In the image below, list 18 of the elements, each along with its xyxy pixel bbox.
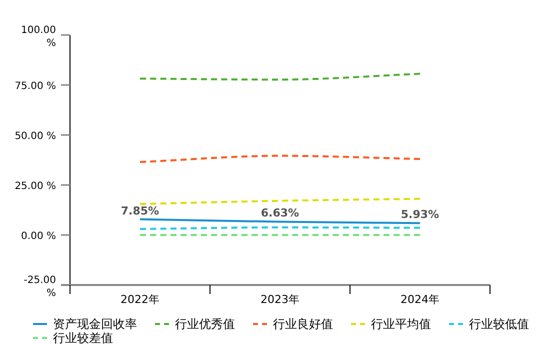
x-tick-label: 2022年 — [120, 293, 160, 306]
legend-label: 行业平均值 — [371, 317, 431, 331]
y-tick-label: 25.00 % — [14, 181, 56, 192]
legend-label: 行业优秀值 — [175, 317, 235, 331]
y-tick-label: 50.00 % — [14, 131, 56, 142]
legend-label: 行业较差值 — [53, 331, 113, 345]
y-tick-label: -25.00 % — [24, 275, 56, 299]
y-tick-label: 75.00 % — [14, 81, 56, 92]
legend-label: 行业较低值 — [469, 317, 529, 331]
data-label: 5.93% — [400, 208, 440, 222]
x-tick-label: 2024年 — [400, 293, 440, 306]
data-label: 7.85% — [120, 204, 160, 218]
data-label: 6.63% — [260, 206, 300, 220]
y-tick-label: 0.00 % — [21, 231, 56, 242]
legend-label: 资产现金回收率 — [53, 317, 137, 331]
x-tick-label: 2023年 — [260, 293, 300, 306]
y-tick-label: 100.00 % — [21, 25, 56, 49]
legend-label: 行业良好值 — [273, 317, 333, 331]
